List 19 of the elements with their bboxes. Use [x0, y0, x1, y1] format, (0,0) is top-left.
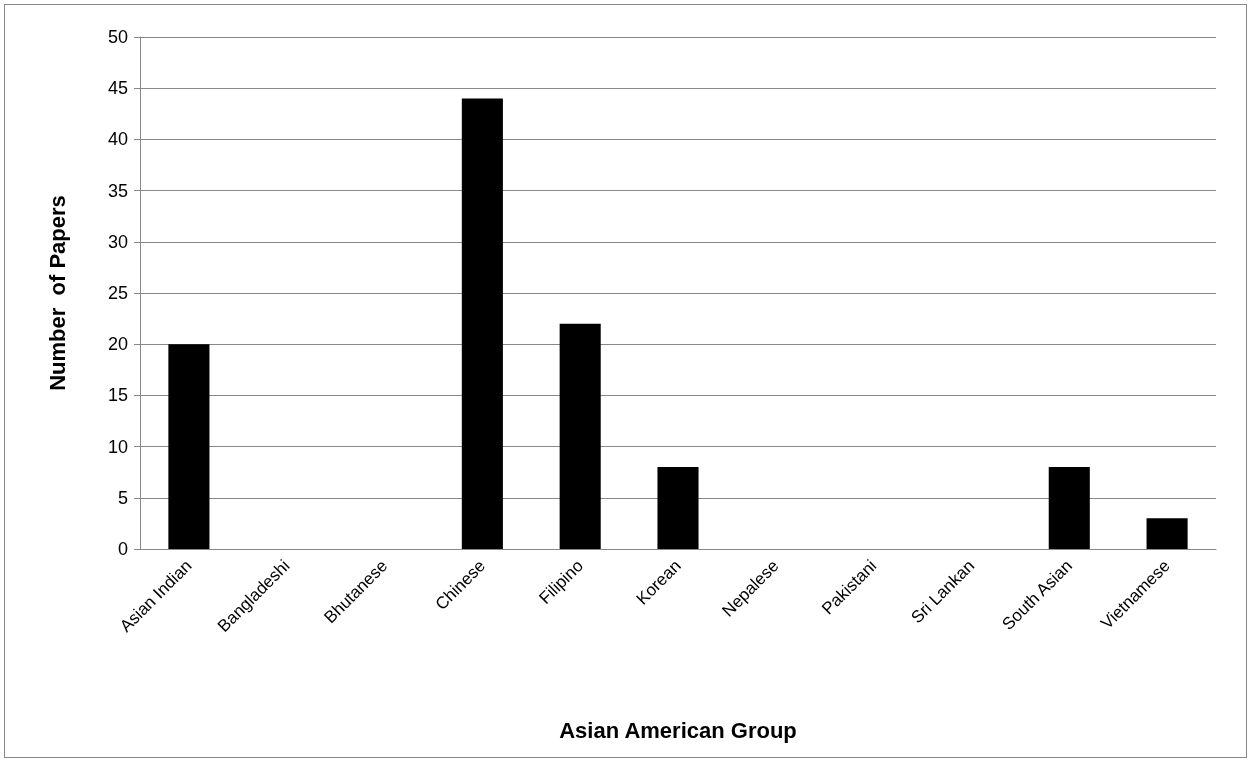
y-axis-title: Number of Papers [44, 195, 70, 391]
bar [559, 323, 601, 549]
y-tick-label: 50 [107, 27, 128, 47]
x-axis-title: Asian American Group [559, 717, 797, 743]
y-tick-label: 15 [107, 385, 128, 406]
y-tick-label: 45 [107, 78, 128, 99]
y-tick-label: 40 [107, 129, 128, 150]
bar [1048, 467, 1090, 549]
bar [168, 344, 210, 549]
bar [461, 98, 503, 549]
bar [657, 467, 699, 549]
y-tick-label: 35 [107, 180, 128, 201]
bar [1146, 518, 1188, 549]
y-tick-label: 30 [107, 231, 128, 252]
y-tick-label: 5 [117, 487, 128, 508]
y-tick-label: 20 [107, 334, 128, 355]
y-tick-label: 25 [107, 283, 128, 303]
y-tick-label: 0 [117, 539, 128, 559]
y-tick-label: 10 [107, 436, 128, 457]
